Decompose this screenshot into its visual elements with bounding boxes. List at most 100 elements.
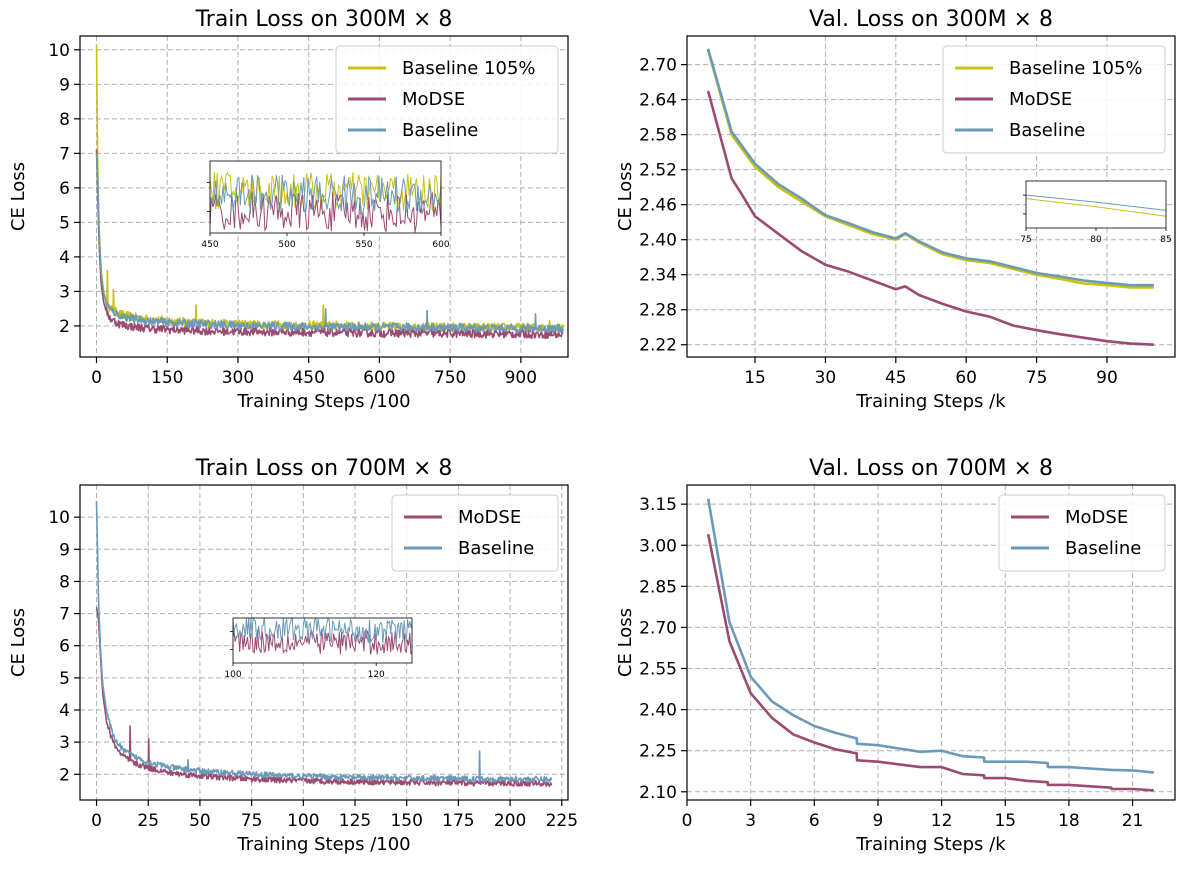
x-tick-label: 100 bbox=[287, 811, 319, 831]
inset-x-tick-label: 120 bbox=[368, 670, 385, 680]
x-tick-label: 600 bbox=[363, 368, 395, 388]
y-tick-label: 2.25 bbox=[639, 742, 677, 762]
y-tick-label: 6 bbox=[59, 637, 70, 657]
y-tick-label: 4 bbox=[59, 248, 70, 268]
y-tick-label: 9 bbox=[59, 75, 70, 95]
x-tick-label: 18 bbox=[1058, 811, 1080, 831]
x-tick-label: 75 bbox=[1026, 368, 1048, 388]
x-axis-label: Training Steps /100 bbox=[236, 391, 410, 412]
x-tick-label: 12 bbox=[931, 811, 953, 831]
x-axis-label: Training Steps /k bbox=[855, 834, 1006, 855]
inset-background bbox=[1026, 181, 1166, 228]
legend-box bbox=[942, 45, 1166, 154]
y-tick-label: 2 bbox=[59, 317, 70, 337]
legend-label-1: MoDSE bbox=[1065, 507, 1128, 528]
inset-line-3 bbox=[210, 174, 441, 215]
x-axis-label: Training Steps /k bbox=[855, 391, 1006, 412]
x-tick-label: 30 bbox=[815, 368, 837, 388]
y-tick-label: 2.34 bbox=[639, 266, 677, 286]
y-tick-label: 2.70 bbox=[639, 618, 677, 638]
series-line-2 bbox=[95, 149, 564, 339]
x-tick-label: 900 bbox=[505, 368, 537, 388]
inset-series bbox=[210, 171, 441, 233]
inset-zoom: 75 80 85 bbox=[1020, 180, 1172, 245]
legend-label-1: MoDSE bbox=[458, 507, 521, 528]
legend: Baseline 105% MoDSE Baseline bbox=[942, 45, 1166, 154]
x-tick-label: 175 bbox=[442, 811, 474, 831]
y-tick-label: 2.55 bbox=[639, 660, 677, 680]
grid bbox=[687, 36, 1175, 357]
y-tick-label: 5 bbox=[59, 669, 70, 689]
x-tick-label: 150 bbox=[390, 811, 422, 831]
y-axis-label: CE Loss bbox=[615, 162, 636, 231]
legend-box bbox=[998, 494, 1166, 572]
y-axis-label: CE Loss bbox=[8, 608, 29, 677]
legend: MoDSE Baseline bbox=[998, 494, 1166, 572]
inset-line-3 bbox=[1026, 194, 1166, 211]
x-tick-label: 60 bbox=[955, 368, 977, 388]
x-tick-label: 6 bbox=[809, 811, 820, 831]
y-tick-label: 3.15 bbox=[639, 495, 677, 515]
y-tick-label: 5 bbox=[59, 213, 70, 233]
legend-label-2: Baseline bbox=[1065, 538, 1141, 559]
y-tick-label: 3 bbox=[59, 733, 70, 753]
x-tick-label: 75 bbox=[241, 811, 263, 831]
y-tick-label: 6 bbox=[59, 179, 70, 199]
inset-x-tick-label: 550 bbox=[355, 240, 372, 250]
x-tick-label: 225 bbox=[546, 811, 578, 831]
chart-title: Val. Loss on 300M × 8 bbox=[809, 7, 1053, 32]
y-tick-label: 7 bbox=[59, 605, 70, 625]
series-group bbox=[95, 44, 565, 339]
y-tick-label: 3.00 bbox=[639, 536, 677, 556]
x-tick-label: 50 bbox=[189, 811, 211, 831]
y-tick-label: 7 bbox=[59, 144, 70, 164]
x-tick-label: 90 bbox=[1096, 368, 1118, 388]
series-line-2 bbox=[706, 498, 1154, 774]
x-tick-label: 150 bbox=[151, 368, 183, 388]
legend-label-2: MoDSE bbox=[402, 89, 465, 110]
inset-zoom: 450 500 550 600 bbox=[201, 160, 450, 250]
y-tick-label: 8 bbox=[59, 572, 70, 592]
legend-label-2: MoDSE bbox=[1009, 89, 1072, 110]
axes-frame bbox=[79, 484, 569, 801]
y-tick-label: 2.28 bbox=[639, 301, 677, 321]
inset-line-1 bbox=[233, 629, 412, 655]
y-tick-label: 2.40 bbox=[639, 231, 677, 251]
x-tick-label: 0 bbox=[91, 368, 102, 388]
inset-x-tick-label: 450 bbox=[201, 240, 218, 250]
y-tick-label: 9 bbox=[59, 540, 70, 560]
inset-frame bbox=[209, 160, 442, 234]
x-tick-label: 125 bbox=[339, 811, 371, 831]
series-line-2 bbox=[706, 90, 1154, 346]
inset-x-tick-label: 80 bbox=[1090, 235, 1102, 245]
inset-zoom: 100 120 bbox=[224, 617, 413, 680]
axes-frame bbox=[686, 484, 1176, 801]
legend-box bbox=[391, 494, 559, 572]
legend-label-2: Baseline bbox=[458, 538, 534, 559]
x-tick-label: 21 bbox=[1122, 811, 1144, 831]
x-tick-label: 25 bbox=[137, 811, 159, 831]
y-tick-label: 3 bbox=[59, 282, 70, 302]
series-line-1 bbox=[706, 534, 1154, 792]
y-tick-label: 10 bbox=[48, 41, 70, 61]
inset-x-tick-label: 100 bbox=[224, 670, 241, 680]
chart-title: Train Loss on 700M × 8 bbox=[195, 456, 453, 481]
series-group bbox=[706, 48, 1154, 346]
chart-panel-3: 0 25 50 75 100 125 150 175 200 225 2 3 4 5 6 7 8 9 10 Train… bbox=[8, 456, 578, 855]
y-axis-label: CE Loss bbox=[615, 608, 636, 677]
x-tick-label: 200 bbox=[494, 811, 526, 831]
y-tick-label: 2.40 bbox=[639, 701, 677, 721]
series-group bbox=[706, 498, 1154, 792]
inset-line-2 bbox=[210, 191, 441, 233]
inset-x-tick-label: 500 bbox=[278, 240, 295, 250]
inset-line-1 bbox=[1026, 198, 1166, 217]
y-tick-label: 2.70 bbox=[639, 56, 677, 76]
x-tick-label: 3 bbox=[745, 811, 756, 831]
y-tick-label: 2.10 bbox=[639, 783, 677, 803]
chart-panel-1: 0 150 300 450 600 750 900 2 3 4 5 6 7 8 9 10 Train Loss … bbox=[8, 7, 569, 412]
x-tick-label: 0 bbox=[682, 811, 693, 831]
y-tick-label: 4 bbox=[59, 701, 70, 721]
inset-x-tick-label: 600 bbox=[432, 240, 449, 250]
y-tick-label: 2.52 bbox=[639, 161, 677, 181]
